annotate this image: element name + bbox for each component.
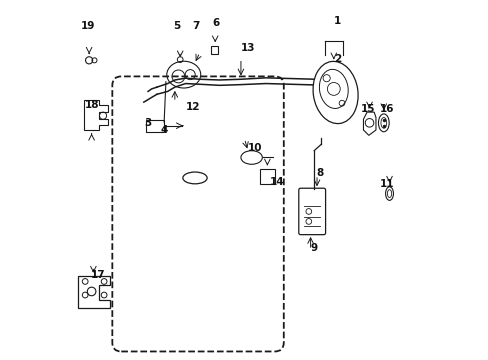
Text: 11: 11 bbox=[379, 179, 394, 189]
Ellipse shape bbox=[312, 61, 357, 123]
Text: 19: 19 bbox=[81, 21, 95, 31]
Text: 10: 10 bbox=[247, 143, 262, 153]
Text: 15: 15 bbox=[360, 104, 374, 113]
Text: 7: 7 bbox=[192, 21, 200, 31]
Text: 2: 2 bbox=[333, 54, 340, 64]
Text: 18: 18 bbox=[84, 100, 99, 110]
Ellipse shape bbox=[183, 172, 207, 184]
Text: 13: 13 bbox=[240, 43, 255, 53]
Text: 4: 4 bbox=[160, 125, 167, 135]
Text: 6: 6 bbox=[212, 18, 219, 28]
Text: 9: 9 bbox=[310, 243, 317, 253]
Text: 16: 16 bbox=[379, 104, 394, 113]
Text: 14: 14 bbox=[269, 177, 284, 187]
Text: 1: 1 bbox=[333, 16, 340, 26]
Text: 12: 12 bbox=[185, 102, 200, 112]
Text: 17: 17 bbox=[91, 270, 105, 280]
Text: 3: 3 bbox=[144, 118, 151, 128]
FancyBboxPatch shape bbox=[112, 76, 283, 351]
Text: 8: 8 bbox=[315, 168, 323, 178]
Text: 5: 5 bbox=[173, 21, 180, 31]
